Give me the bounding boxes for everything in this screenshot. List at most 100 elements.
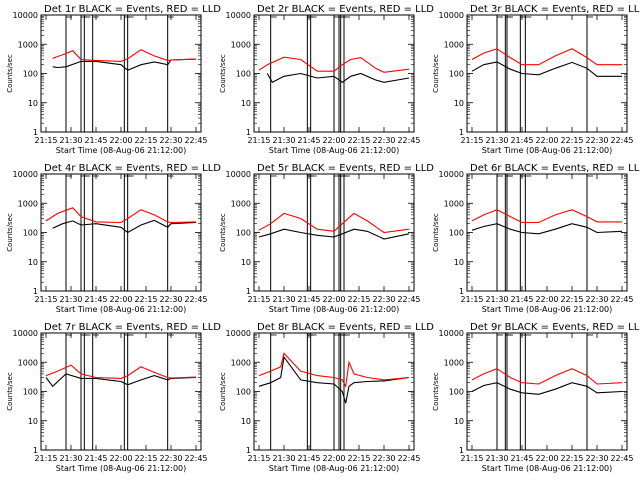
events-series-line	[52, 219, 197, 234]
x-tick-label: 21:15	[247, 295, 270, 304]
chart-panel: Det 5r BLACK = Events, RED = LLD 1 10 100 10…	[219, 163, 434, 314]
y-tick-label: 100	[236, 388, 251, 397]
x-tick-label: 22:00	[535, 454, 558, 463]
y-tick-label: 1000	[444, 358, 464, 367]
y-tick-label: 10000	[439, 329, 464, 338]
x-axis-label: Start Time (08-Aug-06 21:12:00)	[269, 146, 400, 155]
chart-title: Det 8r BLACK = Events, RED = LLD	[257, 322, 434, 333]
y-tick-label: 100	[236, 229, 251, 238]
y-tick-label: 100	[236, 70, 251, 79]
y-tick-label: 10000	[226, 329, 251, 338]
x-tick-label: 21:45	[297, 295, 320, 304]
plot-frame	[40, 14, 202, 133]
x-axis-label: Start Time (08-Aug-06 21:12:00)	[482, 464, 613, 473]
events-series-line	[266, 72, 410, 84]
lld-series-line	[258, 352, 410, 389]
x-tick-label: 21:15	[247, 454, 270, 463]
x-tick-label: 22:00	[322, 136, 345, 145]
x-tick-label: 21:30	[272, 295, 295, 304]
y-tick-label: 10	[28, 99, 38, 108]
x-tick-label: 21:30	[485, 136, 508, 145]
y-tick-label: 10	[28, 258, 38, 267]
events-series-line	[258, 355, 410, 404]
chart-title: Det 4r BLACK = Events, RED = LLD	[44, 163, 221, 174]
y-tick-label: 1	[459, 287, 464, 296]
y-tick-label: 10	[28, 417, 38, 426]
x-tick-label: 22:30	[585, 136, 608, 145]
y-tick-label: 10000	[226, 11, 251, 20]
y-tick-label: 1	[33, 128, 38, 137]
events-series-line	[471, 61, 622, 77]
y-axis-label: Counts/sec	[219, 213, 227, 252]
x-tick-label: 22:00	[109, 454, 132, 463]
y-tick-label: 1	[459, 128, 464, 137]
x-axis-label: Start Time (08-Aug-06 21:12:00)	[56, 464, 187, 473]
x-tick-label: 22:15	[560, 295, 583, 304]
x-tick-label: 21:15	[34, 295, 57, 304]
chart-title: Det 6r BLACK = Events, RED = LLD	[470, 163, 640, 174]
y-tick-label: 1000	[444, 199, 464, 208]
x-axis-label: Start Time (08-Aug-06 21:12:00)	[269, 464, 400, 473]
x-tick-label: 21:15	[247, 136, 270, 145]
x-tick-label: 21:30	[272, 454, 295, 463]
x-tick-label: 22:30	[372, 136, 395, 145]
chart-panel: Det 7r BLACK = Events, RED = LLD 1 10 100 10…	[6, 322, 221, 473]
x-tick-label: 21:30	[59, 295, 82, 304]
x-tick-label: 22:15	[347, 136, 370, 145]
x-tick-label: 22:00	[109, 295, 132, 304]
x-tick-label: 21:45	[297, 454, 320, 463]
x-tick-label: 21:30	[485, 295, 508, 304]
y-tick-label: 10	[241, 99, 251, 108]
lld-series-line	[471, 209, 622, 224]
y-tick-label: 100	[23, 70, 38, 79]
x-tick-label: 22:30	[159, 454, 182, 463]
x-tick-label: 21:15	[34, 136, 57, 145]
y-tick-label: 1	[246, 128, 251, 137]
x-tick-label: 21:45	[510, 295, 533, 304]
y-tick-label: 1	[459, 446, 464, 455]
events-series-line	[471, 382, 623, 395]
lld-series-line	[52, 49, 197, 62]
events-series-line	[258, 228, 410, 240]
lld-series-line	[45, 364, 197, 379]
x-tick-label: 22:45	[184, 295, 207, 304]
lld-series-line	[258, 212, 410, 234]
y-tick-label: 10	[241, 417, 251, 426]
y-tick-label: 100	[449, 229, 464, 238]
x-axis-label: Start Time (08-Aug-06 21:12:00)	[56, 305, 187, 314]
x-tick-label: 21:45	[510, 454, 533, 463]
y-tick-label: 1	[246, 446, 251, 455]
y-tick-label: 1000	[444, 40, 464, 49]
y-tick-label: 10000	[13, 329, 38, 338]
y-tick-label: 1	[246, 287, 251, 296]
x-axis-label: Start Time (08-Aug-06 21:12:00)	[269, 305, 400, 314]
x-tick-label: 21:45	[84, 295, 107, 304]
x-tick-label: 22:45	[184, 454, 207, 463]
x-tick-label: 22:00	[535, 136, 558, 145]
x-axis-label: Start Time (08-Aug-06 21:12:00)	[482, 146, 613, 155]
chart-panel: Det 9r BLACK = Events, RED = LLD 1 10 100 10…	[432, 322, 640, 473]
y-axis-label: Counts/sec	[6, 54, 14, 93]
x-tick-label: 21:45	[510, 136, 533, 145]
x-tick-label: 21:30	[272, 136, 295, 145]
y-tick-label: 1000	[231, 40, 251, 49]
x-tick-label: 22:30	[159, 295, 182, 304]
chart-title: Det 1r BLACK = Events, RED = LLD	[44, 4, 221, 15]
y-axis-label: Counts/sec	[6, 213, 14, 252]
y-tick-label: 10	[454, 417, 464, 426]
chart-panel: Det 6r BLACK = Events, RED = LLD 1 10 100 10…	[432, 163, 640, 314]
x-tick-label: 22:15	[134, 454, 157, 463]
x-tick-label: 22:15	[134, 136, 157, 145]
x-tick-label: 21:45	[84, 454, 107, 463]
chart-panel: Det 1r BLACK = Events, RED = LLD 1 10 100 10…	[6, 4, 221, 155]
x-tick-label: 22:45	[397, 454, 420, 463]
chart-panel: Det 8r BLACK = Events, RED = LLD 1 10 100 10…	[219, 322, 434, 473]
y-tick-label: 100	[449, 70, 464, 79]
x-tick-label: 21:15	[460, 454, 483, 463]
x-tick-label: 21:30	[485, 454, 508, 463]
x-tick-label: 22:15	[347, 454, 370, 463]
y-tick-label: 10000	[439, 170, 464, 179]
y-axis-label: Counts/sec	[219, 372, 227, 411]
x-tick-label: 22:45	[610, 136, 633, 145]
